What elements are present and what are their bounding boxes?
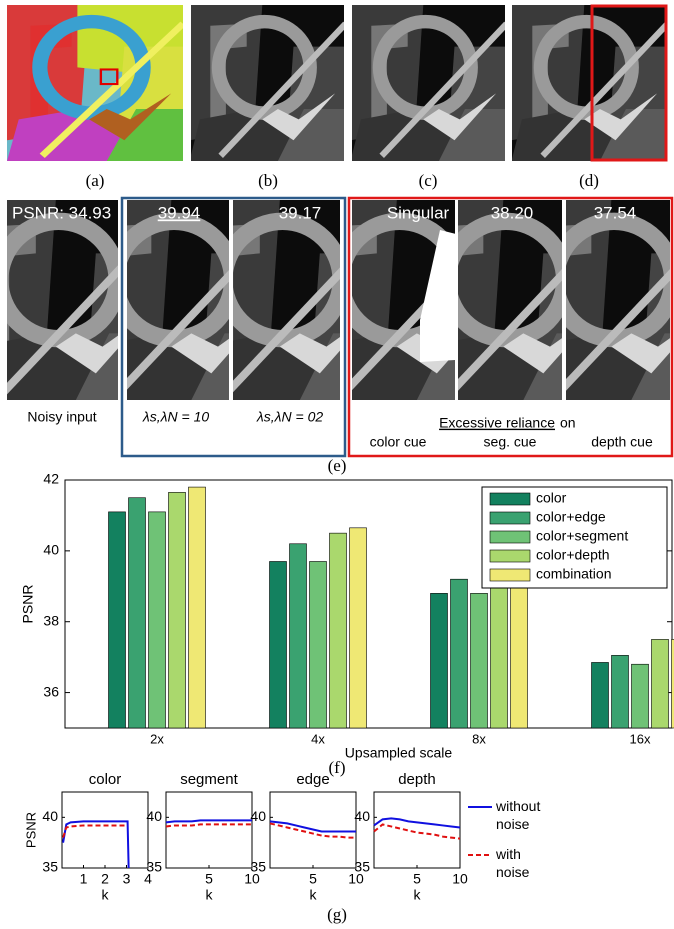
psnr-label: 37.54 [594,203,637,222]
bar [189,487,206,728]
x-tick-label: 2 [101,871,109,887]
panel-label: (d) [579,171,599,190]
legend-label: color+segment [536,528,628,544]
legend-swatch [490,512,530,524]
x-axis-label: k [310,887,318,903]
y-tick-label: 40 [42,808,58,824]
y-tick-label: 35 [354,859,370,875]
bar [652,639,669,728]
psnr-label: 39.94 [158,203,201,222]
legend-swatch [490,493,530,505]
caption: color cue [370,434,427,450]
bar [612,655,629,728]
image-b [190,5,346,161]
caption: Excessive reliance [439,415,555,431]
page: {"panels": {"a": "(a)", "b": "(b)", "c":… [0,0,674,929]
panel-e: PSNR: 34.93 39.94 39.17 Singular 38.20 3… [0,198,674,456]
caption: depth cue [591,434,653,450]
panel-label: (g) [327,905,347,924]
y-tick-label: 36 [43,683,59,699]
y-tick-label: 40 [146,808,162,824]
bar [471,593,488,728]
x-tick-label: 5 [309,871,317,887]
bar [290,544,307,728]
bar [310,561,327,728]
x-axis-label: Upsampled scale [345,745,453,761]
panel-label: (e) [328,456,347,475]
legend-label: without noise [496,797,556,833]
figure: (a) (b) (c) (d) PSNR: 34.93 39.94 39.17 … [0,0,674,929]
bar [149,512,166,728]
bar [169,492,186,728]
y-axis-label: PSNR [23,812,38,848]
x-tick-label: 5 [205,871,213,887]
chart-title: segment [180,771,238,788]
bar [350,528,367,728]
panel-label: (b) [258,171,278,190]
legend-label: with noise [496,845,556,881]
legend-label: combination [536,566,612,582]
legend-label: color+edge [536,509,606,525]
caption: λs,λN = 02 [256,409,324,425]
bar [451,579,468,728]
image-c [351,5,507,161]
x-axis-label: k [206,887,214,903]
bar [109,512,126,728]
x-tick-label: 4x [311,731,325,746]
y-axis-label: PSNR [20,585,36,624]
x-tick-label: 3 [123,871,131,887]
y-tick-label: 35 [146,859,162,875]
caption: seg. cue [484,434,537,450]
legend-label: color+depth [536,547,610,563]
x-tick-label: 10 [452,871,468,887]
bar [632,664,649,728]
bar [330,533,347,728]
x-tick-label: 8x [472,731,486,746]
plot-area [62,792,148,868]
y-tick-label: 35 [250,859,266,875]
x-tick-label: 5 [413,871,421,887]
psnr-label: 39.17 [279,203,322,222]
image-a [7,5,183,161]
y-tick-label: 40 [354,808,370,824]
legend-swatch [490,550,530,562]
psnr-label: PSNR: 34.93 [12,203,111,222]
plot-area [166,792,252,868]
x-tick-label: 1 [80,871,88,887]
image-row [7,5,668,161]
caption: on [560,415,576,431]
chart-title: depth [398,771,436,788]
caption: λs,λN = 10 [142,409,210,425]
bar [270,561,287,728]
legend-label: color [536,490,567,506]
panel-label: (c) [419,171,438,190]
panel-label: (f) [329,758,346,777]
panel-label: (a) [86,171,105,190]
x-tick-label: 16x [630,731,651,746]
y-tick-label: 38 [43,612,59,628]
y-tick-label: 35 [42,859,58,875]
plot-area [374,792,460,868]
y-tick-label: 40 [250,808,266,824]
legend-swatch [490,531,530,543]
chart-title: edge [296,771,329,788]
psnr-label: Singular [387,203,450,222]
bar [592,662,609,728]
x-tick-label: 2x [150,731,164,746]
x-axis-label: k [414,887,422,903]
bar [431,593,448,728]
chart-title: color [89,771,122,788]
legend-swatch [490,569,530,581]
x-axis-label: k [102,887,110,903]
image-d [512,5,668,161]
psnr-label: 38.20 [491,203,534,222]
caption: Noisy input [27,409,96,425]
y-tick-label: 42 [43,471,59,487]
y-tick-label: 40 [43,542,59,558]
bar [129,498,146,728]
